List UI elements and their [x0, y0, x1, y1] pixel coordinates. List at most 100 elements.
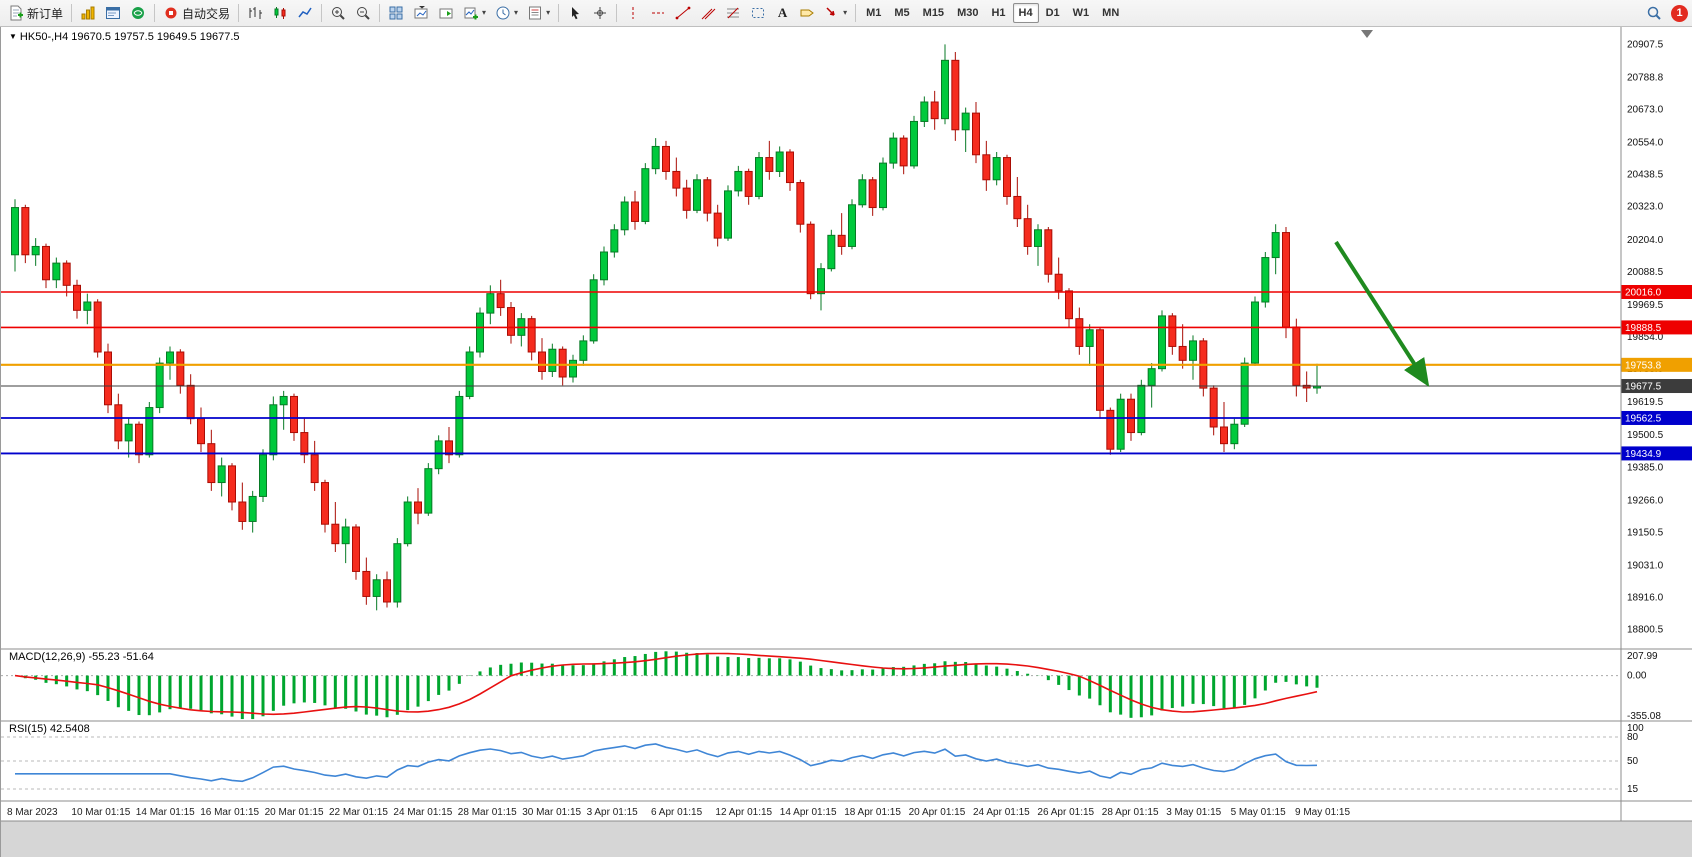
- price-tag-label: 19434.9: [1625, 449, 1662, 460]
- timeframe-button-m30[interactable]: M30: [957, 7, 979, 19]
- candle-body: [817, 268, 825, 295]
- search-button[interactable]: [1642, 2, 1666, 24]
- trend-arrow-object[interactable]: [1334, 240, 1430, 388]
- candle-body: [858, 179, 867, 206]
- x-axis-label: 20 Apr 01:15: [909, 807, 966, 818]
- timeframe-button-h4[interactable]: H4: [1012, 3, 1039, 23]
- candle-body: [155, 362, 164, 409]
- auto-scroll-button[interactable]: [434, 2, 458, 24]
- candle-body: [961, 112, 970, 131]
- candle-body: [548, 348, 557, 372]
- candlestick-chart-icon: [274, 7, 286, 19]
- macd-axis-label: 207.99: [1627, 651, 1658, 662]
- timeframe-button-m15[interactable]: M15: [922, 7, 945, 19]
- candle-body: [775, 151, 784, 172]
- bar-chart-button[interactable]: [243, 2, 267, 24]
- candlestick-chart-button[interactable]: [268, 2, 292, 24]
- timeframe-button-m5[interactable]: M5: [894, 7, 910, 19]
- x-axis-label: 5 May 01:15: [1231, 807, 1286, 818]
- crosshair-button[interactable]: [588, 2, 612, 24]
- shapes-button[interactable]: [746, 2, 770, 24]
- candle-body: [62, 262, 71, 286]
- profiles-button[interactable]: [76, 2, 100, 24]
- vertical-line-button[interactable]: [621, 2, 645, 24]
- timeframe-button-w1[interactable]: W1: [1072, 7, 1090, 19]
- y-axis-label: 20323.0: [1627, 202, 1664, 213]
- timeframe-button-h1[interactable]: H1: [991, 7, 1006, 19]
- chart-canvas[interactable]: 20907.5 20788.8 20673.0 20554.0 20438.5 20323…: [1, 27, 1692, 857]
- candle-body: [321, 482, 329, 525]
- search-icon: [1647, 6, 1661, 20]
- community-button[interactable]: [126, 2, 150, 24]
- autotrading-label: 自动交易: [182, 6, 231, 21]
- candle-body: [486, 293, 495, 314]
- candle-body: [1054, 273, 1063, 292]
- price-tag: [1621, 285, 1692, 299]
- candles-layer: [11, 44, 1321, 611]
- candle-body: [352, 526, 360, 572]
- candle-body: [455, 395, 464, 456]
- zoom-out-button[interactable]: [351, 2, 375, 24]
- notification-badge[interactable]: 1: [1671, 4, 1688, 22]
- new-chart-button[interactable]: ▾: [459, 2, 490, 24]
- chart-shift-marker[interactable]: [1361, 30, 1373, 38]
- terminal-button[interactable]: [101, 2, 125, 24]
- toolbar-separator: [616, 4, 618, 22]
- periods-button[interactable]: ▾: [491, 2, 522, 24]
- candle-body: [1003, 157, 1011, 197]
- y-axis-label: 20907.5: [1627, 39, 1664, 50]
- text-button[interactable]: A: [771, 2, 794, 24]
- x-axis-label: 26 Apr 01:15: [1037, 807, 1094, 818]
- y-axis-label: 19031.0: [1627, 561, 1664, 572]
- candle-body: [1116, 398, 1125, 450]
- candle-body: [1137, 384, 1146, 434]
- price-axis[interactable]: 20907.5 20788.8 20673.0 20554.0 20438.5 20323…: [1627, 39, 1664, 795]
- candle-body: [1220, 426, 1228, 445]
- y-axis-label: 19385.0: [1627, 462, 1664, 473]
- arrow-tool-icon: [826, 7, 835, 16]
- candle-body: [248, 495, 257, 522]
- candle-body: [1044, 229, 1053, 275]
- candle-body: [527, 318, 536, 353]
- candle-body: [362, 570, 371, 597]
- candle-body: [310, 454, 319, 484]
- x-axis-label: 30 Mar 01:15: [522, 807, 581, 818]
- crosshair-icon: [594, 7, 607, 19]
- zoom-in-button[interactable]: [326, 2, 350, 24]
- time-axis[interactable]: 8 Mar 2023 10 Mar 01:15 14 Mar 01:15 16 Mar…: [7, 807, 1350, 818]
- channel-button[interactable]: [696, 2, 720, 24]
- candle-body: [889, 137, 898, 164]
- timeframe-button-mn[interactable]: MN: [1102, 7, 1120, 19]
- candle-body: [610, 229, 619, 253]
- tile-windows-button[interactable]: [384, 2, 408, 24]
- candle-body: [558, 348, 567, 378]
- fibonacci-button[interactable]: [721, 2, 745, 24]
- cursor-button[interactable]: [563, 2, 587, 24]
- candle-body: [724, 190, 732, 239]
- candle-body: [1282, 232, 1290, 328]
- templates-button[interactable]: ▾: [523, 2, 554, 24]
- candle-body: [662, 145, 670, 172]
- label-button[interactable]: [795, 2, 819, 24]
- trendline-button[interactable]: [671, 2, 695, 24]
- x-axis-label: 20 Mar 01:15: [265, 807, 324, 818]
- arrows-button[interactable]: ▾: [820, 2, 851, 24]
- auto-scroll-icon: [439, 8, 453, 19]
- new-order-button[interactable]: 新订单: [4, 2, 67, 24]
- horizontal-line-button[interactable]: [646, 2, 670, 24]
- x-axis-label: 24 Mar 01:15: [393, 807, 452, 818]
- rsi-axis-label: 15: [1627, 784, 1639, 795]
- timeframe-button-m1[interactable]: M1: [866, 7, 882, 19]
- candle-body: [1096, 329, 1104, 411]
- toolbar-separator: [321, 4, 323, 22]
- chart-shift-button[interactable]: [409, 2, 433, 24]
- rsi-axis-label: 50: [1627, 756, 1639, 767]
- terminal-icon: [106, 7, 121, 19]
- autotrading-button[interactable]: 自动交易: [159, 2, 234, 24]
- candle-body: [1065, 290, 1073, 320]
- candle-body: [341, 526, 350, 545]
- timeframe-button-d1[interactable]: D1: [1045, 7, 1060, 19]
- line-chart-button[interactable]: [293, 2, 317, 24]
- candle-body: [755, 157, 763, 197]
- candle-body: [176, 351, 185, 386]
